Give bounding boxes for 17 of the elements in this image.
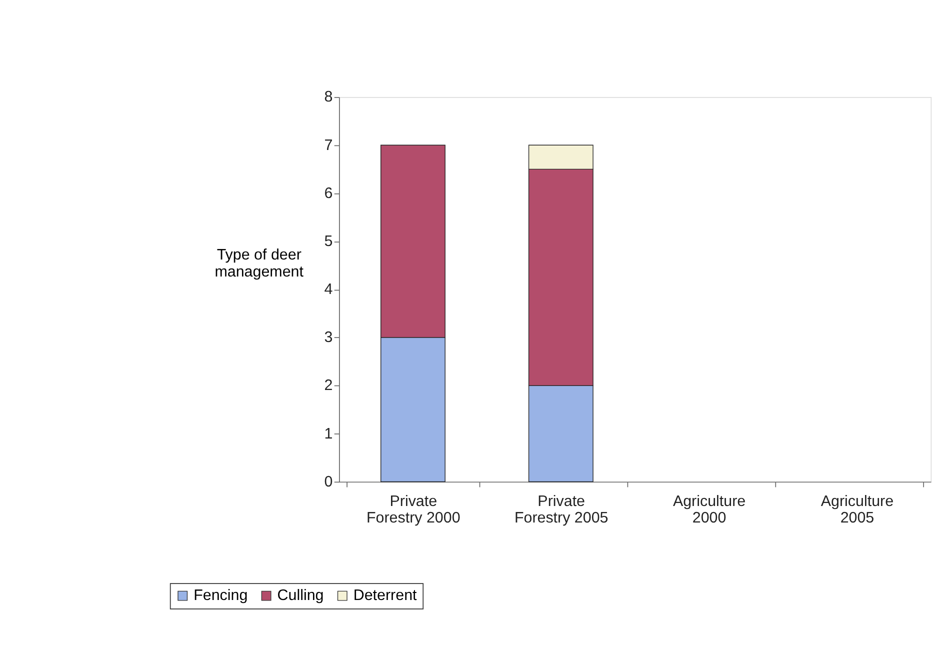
y-tick-label: 6 bbox=[324, 184, 333, 202]
legend-label: Fencing bbox=[194, 587, 248, 604]
y-tick-label: 1 bbox=[324, 425, 333, 442]
x-tick-label: Agriculture 2000 bbox=[672, 492, 746, 527]
x-tick-label: Private Forestry 2005 bbox=[514, 492, 608, 527]
y-tick-label: 8 bbox=[324, 88, 333, 106]
y-tick-label: 3 bbox=[324, 329, 333, 346]
y-tick-label: 7 bbox=[324, 136, 333, 154]
y-axis-title: Type of deer management bbox=[214, 246, 304, 280]
x-tick-label: Agriculture 2005 bbox=[820, 492, 894, 527]
legend-label: Culling bbox=[277, 587, 324, 604]
y-tick-label: 4 bbox=[324, 281, 334, 298]
y-tick-label: 2 bbox=[324, 377, 333, 394]
y-tick-label: 5 bbox=[324, 232, 333, 250]
x-tick-label: Private Forestry 2000 bbox=[366, 492, 460, 527]
y-tick-label: 0 bbox=[324, 473, 333, 490]
legend-label: Deterrent bbox=[353, 587, 418, 604]
